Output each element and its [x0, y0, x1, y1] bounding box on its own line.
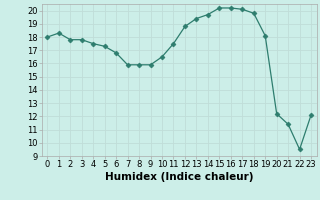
X-axis label: Humidex (Indice chaleur): Humidex (Indice chaleur) [105, 172, 253, 182]
